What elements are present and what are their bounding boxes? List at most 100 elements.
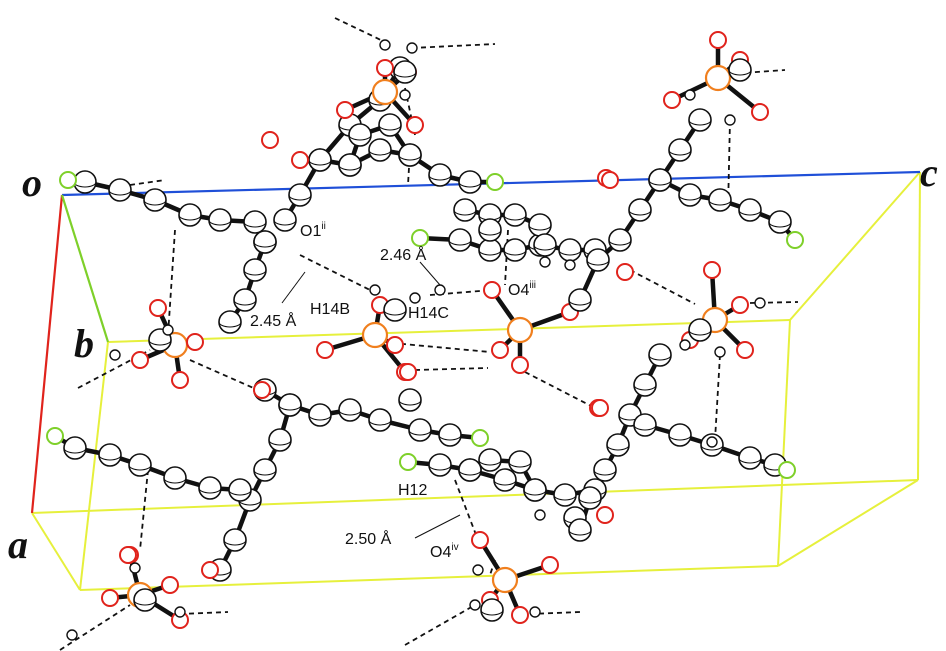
ellipsoid-arc — [668, 149, 692, 156]
carbon-atom — [586, 248, 610, 272]
oxygen-atom — [119, 546, 137, 564]
carbon-atom — [218, 310, 242, 334]
ellipsoid-arc — [586, 259, 610, 266]
cell-edge — [777, 319, 791, 567]
carbon-atom — [458, 458, 482, 482]
carbon-atom — [253, 230, 277, 254]
oxygen-atom — [186, 333, 204, 351]
ellipsoid-arc — [253, 241, 277, 248]
ellipsoid-arc — [453, 209, 477, 216]
carbon-atom — [108, 178, 132, 202]
oxygen-atom — [751, 103, 769, 121]
hydrogen-atom — [109, 349, 121, 361]
carbon-atom — [268, 428, 292, 452]
ellipsoid-arc — [128, 464, 152, 471]
ellipsoid-arc — [458, 181, 482, 188]
oxygen-atom — [201, 561, 219, 579]
ellipsoid-arc — [478, 249, 502, 256]
chlorine-atom — [786, 231, 804, 249]
carbon-atom — [738, 446, 762, 470]
axis-label-c: c — [920, 150, 938, 195]
carbon-atom — [508, 450, 532, 474]
hydrogen-atom — [406, 42, 418, 54]
hydrogen-atom — [472, 564, 484, 576]
ellipsoid-arc — [448, 239, 472, 246]
cell-edge — [31, 512, 81, 591]
carbon-atom — [398, 388, 422, 412]
hydrogen-atom — [399, 89, 411, 101]
carbon-atom — [253, 458, 277, 482]
chlorine-atom — [46, 427, 64, 445]
hydrogen-atom — [174, 606, 186, 618]
ellipsoid-arc — [633, 384, 657, 391]
carbon-atom — [593, 458, 617, 482]
atom-label-h14c: H14C — [408, 305, 449, 322]
carbon-atom — [688, 108, 712, 132]
ellipsoid-arc — [628, 209, 652, 216]
chlorine-atom — [59, 171, 77, 189]
carbon-atom — [648, 343, 672, 367]
atom-label-h14b: H14B — [310, 301, 350, 318]
carbon-atom — [398, 143, 422, 167]
oxygen-atom — [591, 399, 609, 417]
oxygen-atom — [399, 363, 417, 381]
carbon-atom — [533, 233, 557, 257]
ellipsoid-arc — [63, 447, 87, 454]
carbon-atom — [503, 203, 527, 227]
carbon-atom — [128, 453, 152, 477]
carbon-atom — [528, 213, 552, 237]
carbon-atom — [523, 478, 547, 502]
hydrogen-atom — [369, 284, 381, 296]
carbon-atom — [608, 228, 632, 252]
carbon-atom — [428, 163, 452, 187]
ellipsoid-arc — [503, 214, 527, 221]
carbon-atom — [133, 588, 157, 612]
atom-label-o1: O1ii — [300, 221, 326, 240]
hydrogen-atom — [534, 509, 546, 521]
carbon-atom — [408, 418, 432, 442]
ellipsoid-arc — [383, 309, 407, 316]
carbon-atom — [243, 210, 267, 234]
atom-label-h12: H12 — [398, 482, 427, 499]
ellipsoid-arc — [428, 174, 452, 181]
carbon-atom — [378, 113, 402, 137]
oxygen-atom — [149, 299, 167, 317]
carbon-atom — [338, 398, 362, 422]
ellipsoid-arc — [378, 124, 402, 131]
ellipsoid-arc — [728, 69, 752, 76]
ellipsoid-arc — [98, 454, 122, 461]
carbon-atom — [480, 598, 504, 622]
carbon-atom — [208, 208, 232, 232]
atoms — [46, 31, 804, 641]
chlorine-atom — [471, 429, 489, 447]
phosphorus-atom — [704, 64, 732, 92]
hydrogen-atom — [564, 259, 576, 271]
carbon-atom — [338, 153, 362, 177]
chlorine-atom — [411, 229, 429, 247]
carbon-atom — [383, 298, 407, 322]
ellipsoid-arc — [243, 221, 267, 228]
chlorine-atom — [399, 453, 417, 471]
carbon-atom — [578, 486, 602, 510]
carbon-atom — [368, 138, 392, 162]
oxygen-atom — [336, 101, 354, 119]
carbon-atom — [678, 183, 702, 207]
carbon-atom — [738, 198, 762, 222]
oxygen-atom — [171, 371, 189, 389]
ellipsoid-arc — [398, 399, 422, 406]
cell-edge — [777, 479, 919, 567]
ellipsoid-arc — [503, 249, 527, 256]
carbon-atom — [438, 423, 462, 447]
atom-label-o4-iv: O4iv — [430, 542, 459, 561]
ellipsoid-arc — [148, 339, 172, 346]
ellipsoid-arc — [738, 209, 762, 216]
ellipsoid-arc — [528, 224, 552, 231]
ellipsoid-arc — [338, 409, 362, 416]
oxygen-atom — [101, 589, 119, 607]
carbon-atom — [688, 318, 712, 342]
carbon-atom — [633, 373, 657, 397]
ellipsoid-arc — [553, 494, 577, 501]
chlorine-atom — [778, 461, 796, 479]
ellipsoid-arc — [648, 354, 672, 361]
ellipsoid-arc — [308, 159, 332, 166]
